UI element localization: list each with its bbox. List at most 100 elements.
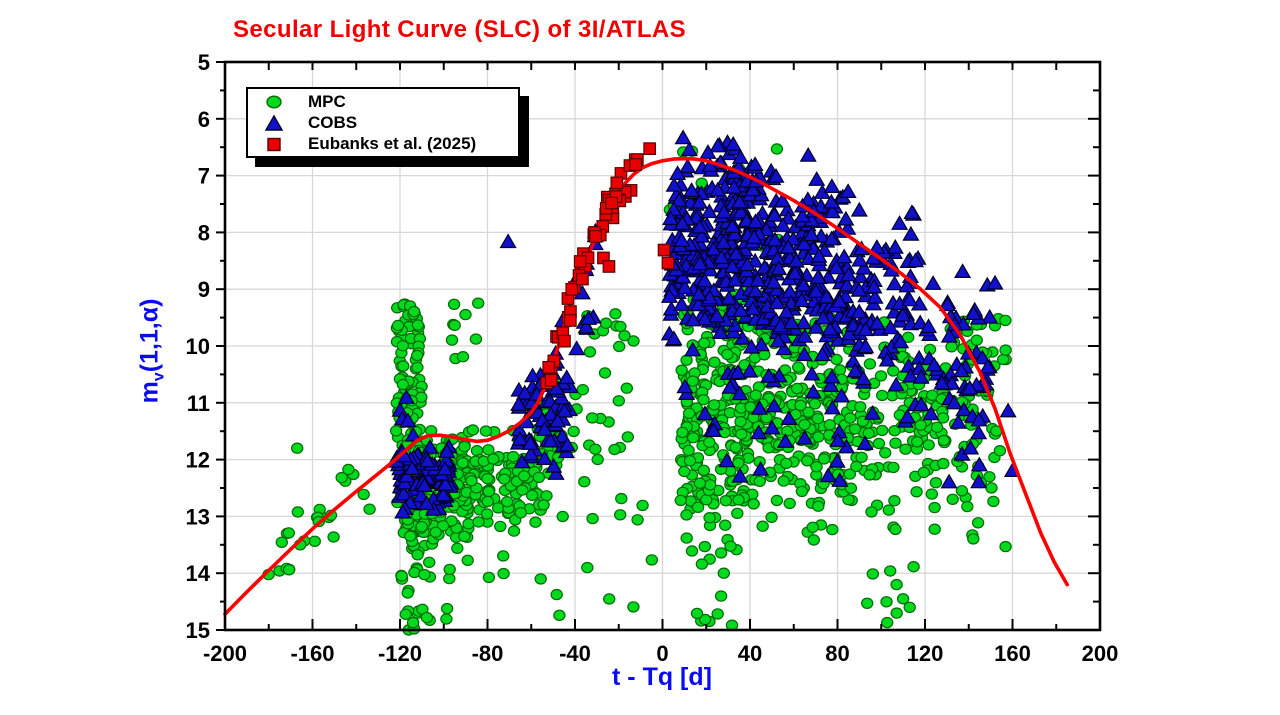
mpc-point bbox=[586, 412, 599, 424]
cobs-point bbox=[973, 349, 991, 365]
mpc-point bbox=[823, 419, 837, 431]
mpc-point bbox=[844, 482, 858, 494]
cobs-point bbox=[438, 443, 456, 458]
cobs-point bbox=[511, 430, 529, 446]
cobs-point bbox=[850, 201, 868, 217]
cobs-point bbox=[846, 362, 864, 378]
mpc-point bbox=[458, 530, 471, 543]
x-tick-label: -200 bbox=[203, 641, 247, 666]
mpc-point bbox=[678, 465, 691, 478]
mpc-point bbox=[686, 375, 699, 387]
mpc-point bbox=[576, 384, 590, 396]
eubanks-point bbox=[542, 361, 556, 374]
cobs-point bbox=[545, 457, 563, 473]
mpc-point bbox=[690, 607, 704, 620]
cobs-point bbox=[773, 192, 792, 208]
eubanks-square-marker-icon bbox=[267, 137, 281, 151]
cobs-point bbox=[765, 273, 783, 289]
mpc-point bbox=[881, 616, 894, 629]
cobs-point bbox=[436, 460, 454, 476]
mpc-point bbox=[586, 512, 599, 525]
mpc-point bbox=[783, 497, 796, 510]
cobs-point bbox=[852, 268, 870, 284]
mpc-point bbox=[553, 609, 566, 622]
legend: MPC COBS Eubanks et al. (2025) bbox=[246, 87, 520, 158]
mpc-point bbox=[695, 558, 709, 570]
cobs-point bbox=[961, 379, 979, 395]
mpc-point bbox=[890, 578, 903, 591]
cobs-point bbox=[838, 276, 856, 292]
mpc-point bbox=[999, 344, 1012, 356]
mpc-point bbox=[876, 389, 889, 402]
mpc-point bbox=[481, 495, 494, 508]
mpc-point bbox=[810, 461, 823, 473]
mpc-point bbox=[749, 389, 763, 401]
y-tick-label: 10 bbox=[186, 334, 210, 359]
mpc-point bbox=[899, 443, 912, 455]
cobs-point bbox=[669, 165, 687, 180]
cobs-point bbox=[766, 231, 784, 247]
mpc-point bbox=[999, 540, 1012, 553]
mpc-point bbox=[466, 424, 480, 436]
y-tick-label: 6 bbox=[198, 107, 210, 132]
mpc-point bbox=[985, 482, 998, 494]
cobs-point bbox=[962, 439, 980, 455]
cobs-point bbox=[683, 182, 701, 197]
y-tick-label: 14 bbox=[186, 561, 211, 586]
mpc-point bbox=[955, 485, 969, 497]
cobs-point bbox=[767, 167, 785, 183]
mpc-point bbox=[708, 399, 721, 411]
eubanks-point bbox=[558, 334, 571, 348]
cobs-point bbox=[690, 193, 709, 209]
cobs-point bbox=[750, 399, 769, 415]
mpc-point bbox=[472, 297, 485, 309]
x-tick-label: -40 bbox=[559, 641, 591, 666]
mpc-point bbox=[937, 457, 950, 470]
mpc-point bbox=[482, 571, 496, 584]
cobs-point bbox=[434, 486, 452, 502]
cobs-point bbox=[938, 296, 956, 312]
mpc-point bbox=[618, 330, 631, 342]
legend-label-eubanks: Eubanks et al. (2025) bbox=[308, 133, 477, 153]
mpc-point bbox=[517, 470, 531, 482]
cobs-point bbox=[855, 259, 873, 275]
mpc-point bbox=[863, 469, 876, 481]
eubanks-point bbox=[610, 176, 624, 190]
mpc-point bbox=[876, 424, 889, 437]
legend-item-cobs: COBS bbox=[248, 112, 518, 133]
cobs-point bbox=[807, 283, 825, 298]
mpc-point bbox=[507, 450, 520, 463]
cobs-point bbox=[660, 288, 679, 303]
cobs-point bbox=[752, 336, 770, 352]
cobs-point bbox=[768, 294, 786, 310]
cobs-point bbox=[729, 364, 747, 379]
mpc-point bbox=[675, 364, 688, 376]
y-tick-label: 12 bbox=[186, 448, 210, 473]
mpc-point bbox=[534, 573, 547, 585]
cobs-triangle-marker-icon bbox=[264, 114, 284, 131]
cobs-point bbox=[777, 303, 796, 319]
mpc-point bbox=[308, 535, 321, 548]
cobs-point bbox=[954, 263, 972, 278]
mpc-point bbox=[888, 425, 901, 437]
mpc-point bbox=[717, 567, 731, 579]
mpc-point bbox=[342, 463, 355, 476]
mpc-point bbox=[418, 568, 431, 581]
mpc-point bbox=[608, 443, 621, 456]
cobs-point bbox=[850, 281, 868, 297]
mpc-point bbox=[945, 341, 958, 353]
cobs-point bbox=[840, 266, 858, 282]
cobs-point bbox=[881, 319, 900, 335]
y-label-base: m bbox=[135, 381, 164, 404]
cobs-point bbox=[394, 503, 412, 519]
mpc-point bbox=[514, 507, 528, 519]
cobs-point bbox=[810, 247, 828, 263]
cobs-point bbox=[499, 233, 517, 249]
mpc-point bbox=[447, 298, 461, 310]
cobs-point bbox=[922, 405, 940, 421]
cobs-point bbox=[822, 377, 840, 392]
mpc-point bbox=[758, 349, 771, 361]
cobs-point bbox=[840, 325, 858, 341]
cobs-point bbox=[436, 475, 455, 491]
eubanks-point bbox=[573, 255, 587, 268]
